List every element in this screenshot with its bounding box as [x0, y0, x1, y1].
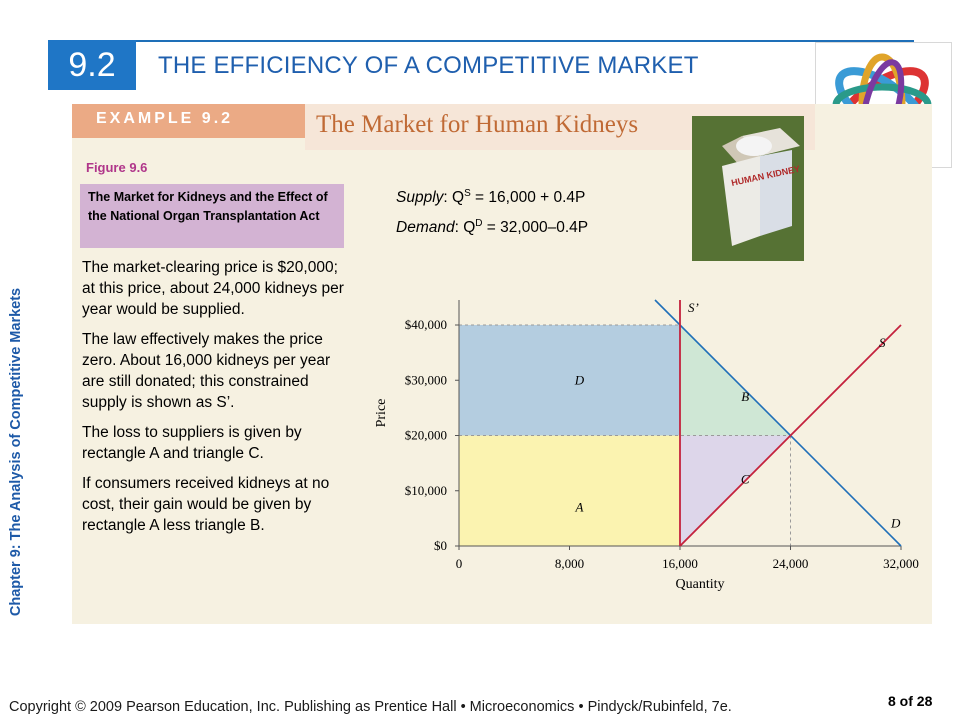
demand-eq-label: Demand: [396, 219, 455, 237]
curve-label-s-prime: S’: [688, 300, 699, 315]
x-axis-label: Quantity: [676, 577, 725, 592]
region-label-a: A: [575, 499, 584, 514]
supply-eq-sup: S: [464, 188, 471, 199]
curve-label-s: S: [879, 335, 886, 350]
region-label-b: B: [741, 389, 749, 404]
region-label-c: C: [741, 472, 750, 487]
header-bar: [48, 40, 914, 92]
supply-eq-rest: = 16,000 + 0.4P: [470, 189, 586, 207]
supply-equation: Supply: QS = 16,000 + 0.4P: [396, 188, 585, 207]
demand-equation: Demand: QD = 32,000–0.4P: [396, 218, 588, 237]
region-label-d: D: [574, 372, 585, 387]
supply-line: [679, 324, 902, 547]
figure-label: Figure 9.6: [86, 160, 148, 175]
region-d: [459, 325, 680, 436]
paragraph-1: The market-clearing price is $20,000; at…: [82, 259, 344, 318]
paragraph-3: The loss to suppliers is given by rectan…: [82, 424, 302, 462]
x-tick-label: 32,000: [883, 556, 919, 571]
explanation-text: The market-clearing price is $20,000; at…: [82, 257, 344, 545]
x-tick-label: 24,000: [773, 556, 809, 571]
example-title: The Market for Human Kidneys: [316, 111, 639, 138]
kidney-market-chart: 0 8,000 16,000 24,000 32,000 $0 $10,000 $20,000…: [374, 299, 919, 592]
supply-eq-sep: : Q: [443, 189, 465, 207]
footer-copyright: Copyright © 2009 Pearson Education, Inc.…: [9, 699, 732, 715]
demand-eq-sup: D: [475, 218, 483, 229]
y-axis-label: Price: [374, 399, 389, 428]
chapter-side-label: Chapter 9: The Analysis of Competitive M…: [8, 287, 24, 617]
paragraph-2: The law effectively makes the price zero…: [82, 331, 331, 411]
curve-label-d: D: [890, 515, 901, 530]
demand-line: [654, 299, 902, 547]
demand-eq-rest: = 32,000–0.4P: [482, 219, 589, 237]
example-tab: EXAMPLE 9.2: [72, 104, 305, 138]
x-tick-label: 16,000: [662, 556, 698, 571]
slide-title: THE EFFICIENCY OF A COMPETITIVE MARKET: [158, 52, 699, 79]
x-tick-label: 8,000: [555, 556, 584, 571]
figure-caption: The Market for Kidneys and the Effect of…: [80, 184, 344, 248]
region-a: [459, 435, 680, 546]
y-tick-label: $40,000: [405, 317, 447, 332]
y-tick-label: $30,000: [405, 372, 447, 387]
page-number: 8 of 28: [888, 693, 933, 709]
x-tick-label: 0: [456, 556, 463, 571]
supply-eq-label: Supply: [396, 189, 444, 207]
kidney-box-photo: HUMAN KIDNEY: [692, 116, 804, 261]
y-tick-label: $10,000: [405, 483, 447, 498]
paragraph-4: If consumers received kidneys at no cost…: [82, 475, 330, 534]
y-tick-label: $20,000: [405, 428, 447, 443]
y-tick-label: $0: [434, 538, 447, 553]
section-number: 9.2: [48, 40, 136, 90]
demand-eq-sep: : Q: [454, 219, 476, 237]
